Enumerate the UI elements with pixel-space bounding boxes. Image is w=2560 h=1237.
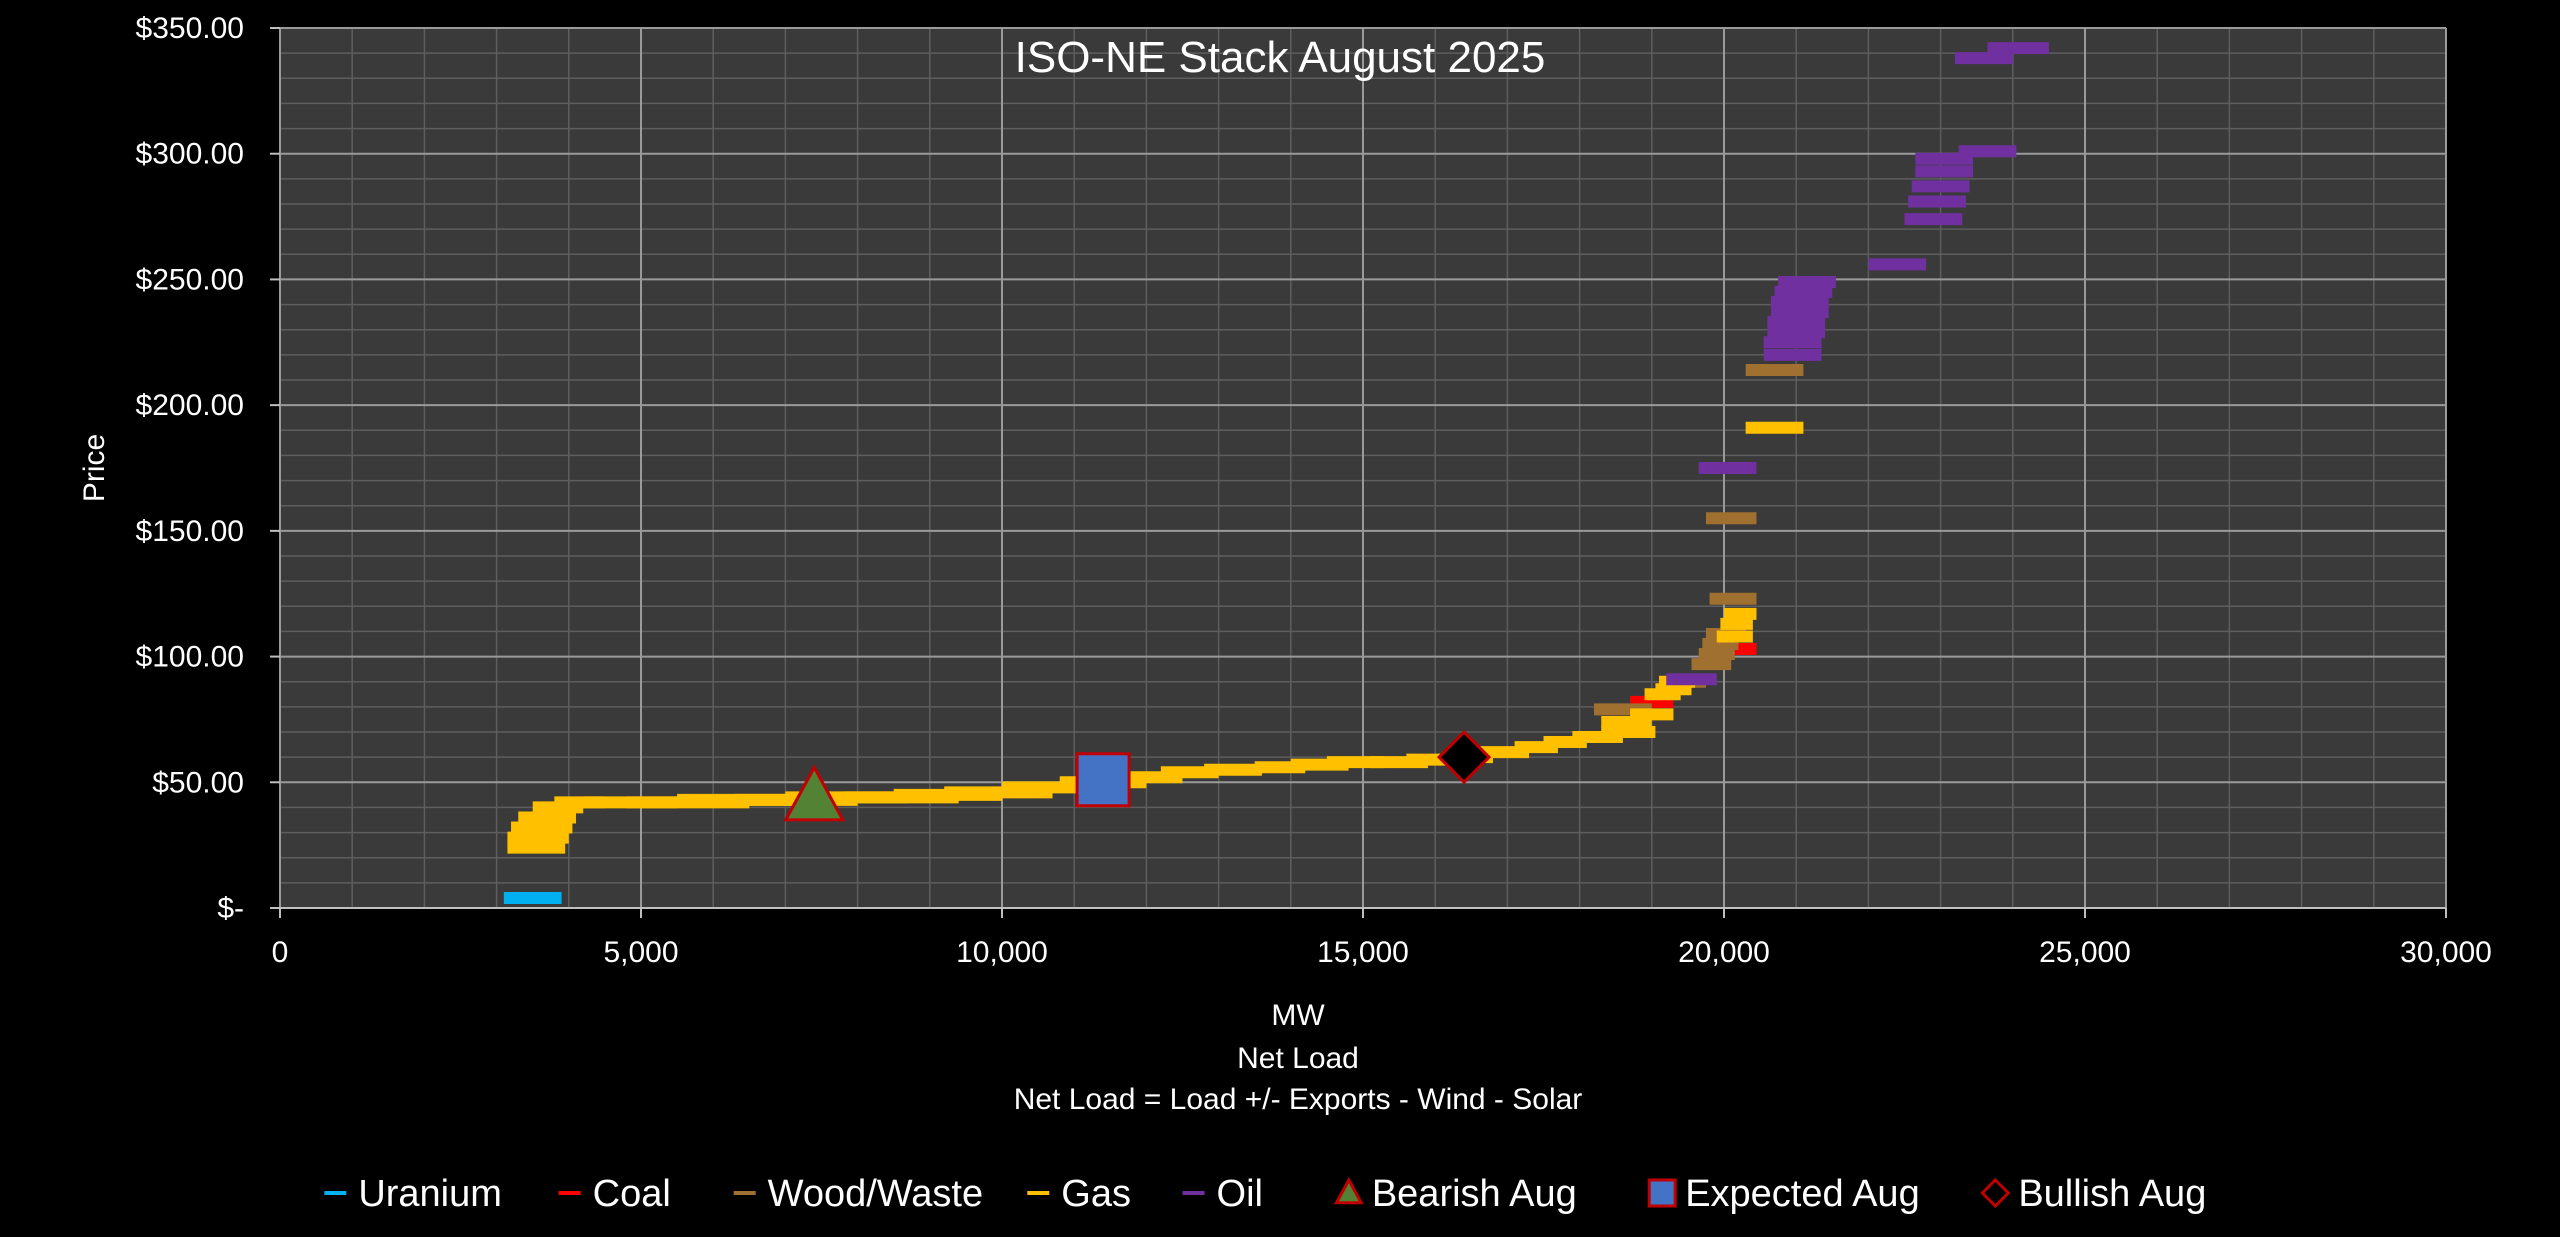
legend-item-expected-aug: Expected Aug <box>1647 1173 1920 1215</box>
legend-label: Expected Aug <box>1685 1173 1920 1215</box>
legend-item-gas: Gas <box>1027 1173 1131 1215</box>
legend-label: Bullish Aug <box>2018 1173 2206 1215</box>
x-tick-label: 30,000 <box>2400 936 2492 969</box>
legend-label: Coal <box>593 1173 671 1215</box>
legend-label: Bearish Aug <box>1372 1173 1577 1215</box>
series-oil <box>1666 42 2049 686</box>
x-tick-label: 25,000 <box>2039 936 2131 969</box>
legend-item-bullish-aug: Bullish Aug <box>1980 1173 2206 1215</box>
y-tick-label: $300.00 <box>136 138 244 171</box>
x-tick-label: 20,000 <box>1678 936 1770 969</box>
x-tick-label: 10,000 <box>956 936 1048 969</box>
legend-item-coal: Coal <box>558 1173 671 1215</box>
y-tick-label: $100.00 <box>136 641 244 674</box>
x-tick-label: 5,000 <box>603 936 678 969</box>
series-gas <box>507 421 1804 854</box>
x-axis-title-line-1: MW <box>1271 999 1325 1032</box>
legend-item-wood-waste: Wood/Waste <box>733 1173 983 1215</box>
y-tick-label: $250.00 <box>136 263 244 296</box>
legend-label: Uranium <box>358 1173 502 1215</box>
x-tick-label: 15,000 <box>1317 936 1409 969</box>
chart-title: ISO-NE Stack August 2025 <box>1015 33 1546 82</box>
axis-layer: $- $50.00 $100.00 $150.00 $200.00 $250.00 $300… <box>136 12 2492 969</box>
y-tick-label: $350.00 <box>136 12 244 45</box>
y-tick-label: $50.00 <box>152 766 244 799</box>
y-tick-label: $200.00 <box>136 389 244 422</box>
legend-item-uranium: Uranium <box>324 1173 502 1215</box>
grid-layer <box>279 27 2447 909</box>
x-axis-title-line-3: Net Load = Load +/- Exports - Wind - Sol… <box>1014 1083 1583 1116</box>
marker-bullish-aug <box>1436 730 1492 785</box>
marker-expected-aug <box>1075 752 1131 808</box>
legend-swatch <box>1647 1178 1677 1208</box>
y-tick-label: $- <box>217 892 244 925</box>
legend: Uranium Coal Wood/Waste Gas Oil Bearish Aug Ex… <box>324 1173 2206 1215</box>
x-tick-label: 0 <box>272 936 289 969</box>
legend-swatch <box>1333 1176 1364 1205</box>
legend-item-oil: Oil <box>1182 1173 1263 1215</box>
y-tick-label: $150.00 <box>136 515 244 548</box>
legend-swatch <box>1980 1177 2011 1209</box>
series-layer <box>503 42 2049 904</box>
legend-item-bearish-aug: Bearish Aug <box>1333 1173 1577 1215</box>
marker-layer <box>783 730 1492 822</box>
legend-label: Wood/Waste <box>768 1173 983 1215</box>
legend-label: Oil <box>1217 1173 1263 1215</box>
legend-label: Gas <box>1061 1173 1131 1215</box>
x-axis-title-line-2: Net Load <box>1237 1042 1359 1075</box>
y-axis-title: Price <box>78 434 111 502</box>
marker-bearish-aug <box>783 764 846 822</box>
